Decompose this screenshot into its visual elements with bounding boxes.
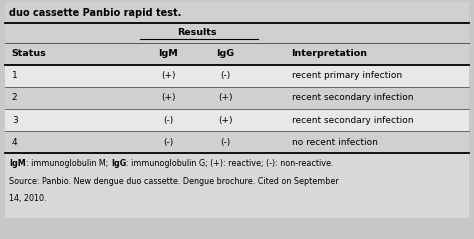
Text: 4: 4 xyxy=(12,138,18,147)
Text: 1: 1 xyxy=(12,71,18,80)
Bar xyxy=(5,87,469,109)
Text: no recent infection: no recent infection xyxy=(292,138,377,147)
Bar xyxy=(5,109,469,131)
Text: IgM: IgM xyxy=(9,159,26,168)
Text: (+): (+) xyxy=(161,71,175,80)
Text: 3: 3 xyxy=(12,116,18,125)
Text: recent primary infection: recent primary infection xyxy=(292,71,401,80)
Text: : immunoglobulin G; (+): reactive; (-): non-reactive.: : immunoglobulin G; (+): reactive; (-): … xyxy=(127,159,334,168)
Text: (+): (+) xyxy=(218,116,232,125)
Text: IgG: IgG xyxy=(216,49,234,58)
Text: (-): (-) xyxy=(163,138,173,147)
Bar xyxy=(5,153,469,218)
Text: IgM: IgM xyxy=(158,49,178,58)
Bar xyxy=(5,23,469,43)
Text: IgG: IgG xyxy=(111,159,127,168)
Text: duo cassette Panbio rapid test.: duo cassette Panbio rapid test. xyxy=(9,8,182,17)
Bar xyxy=(5,131,469,153)
Bar xyxy=(5,2,469,23)
Text: Status: Status xyxy=(12,49,46,58)
Text: 2: 2 xyxy=(12,93,18,102)
Text: (-): (-) xyxy=(163,116,173,125)
Text: (-): (-) xyxy=(220,138,230,147)
Text: (+): (+) xyxy=(161,93,175,102)
Bar xyxy=(5,65,469,87)
Text: (+): (+) xyxy=(218,93,232,102)
Text: (-): (-) xyxy=(220,71,230,80)
Text: recent secondary infection: recent secondary infection xyxy=(292,93,413,102)
Text: : immunoglobulin M;: : immunoglobulin M; xyxy=(26,159,111,168)
Text: recent secondary infection: recent secondary infection xyxy=(292,116,413,125)
Text: 14, 2010.: 14, 2010. xyxy=(9,194,47,203)
Text: Results: Results xyxy=(177,28,217,37)
Text: Source: Panbio. New dengue duo cassette. Dengue brochure. Cited on September: Source: Panbio. New dengue duo cassette.… xyxy=(9,177,339,186)
Bar xyxy=(5,43,469,65)
Text: Interpretation: Interpretation xyxy=(292,49,367,58)
